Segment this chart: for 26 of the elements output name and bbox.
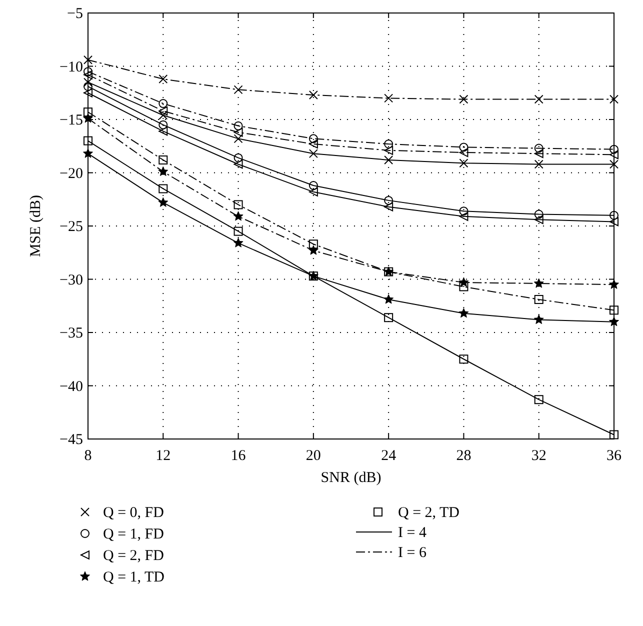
y-tick-label: −15 <box>60 112 83 128</box>
x-tick-label: 28 <box>456 448 472 464</box>
text: Q = 2, TD <box>398 505 460 521</box>
y-tick-label: −30 <box>60 272 83 288</box>
x-tick-label: 16 <box>230 448 246 464</box>
y-tick-label: −45 <box>60 432 83 448</box>
text: Q = 2, FD <box>103 548 164 564</box>
y-tick-label: −10 <box>60 59 83 76</box>
x-tick-label: 20 <box>306 448 321 464</box>
y-tick-label: −40 <box>60 378 83 395</box>
x-tick-label: 36 <box>606 448 622 464</box>
y-tick-label: −20 <box>60 166 83 182</box>
y-tick-label: −5 <box>67 6 83 22</box>
y-tick-label: −25 <box>60 219 83 235</box>
text: I = 4 <box>398 525 427 541</box>
x-tick-label: 32 <box>531 448 546 464</box>
y-tick-label: −35 <box>60 326 83 342</box>
x-axis-title: SNR (dB) <box>320 470 382 486</box>
x-tick-label: 12 <box>156 448 171 464</box>
x-tick-label: 8 <box>84 448 92 464</box>
text: I = 6 <box>398 545 427 561</box>
text: Q = 1, FD <box>103 526 164 542</box>
text: Q = 0, FD <box>103 505 164 521</box>
y-axis-title: MSE (dB) <box>28 194 44 258</box>
x-tick-label: 24 <box>381 448 397 464</box>
text: Q = 1, TD <box>103 570 165 586</box>
